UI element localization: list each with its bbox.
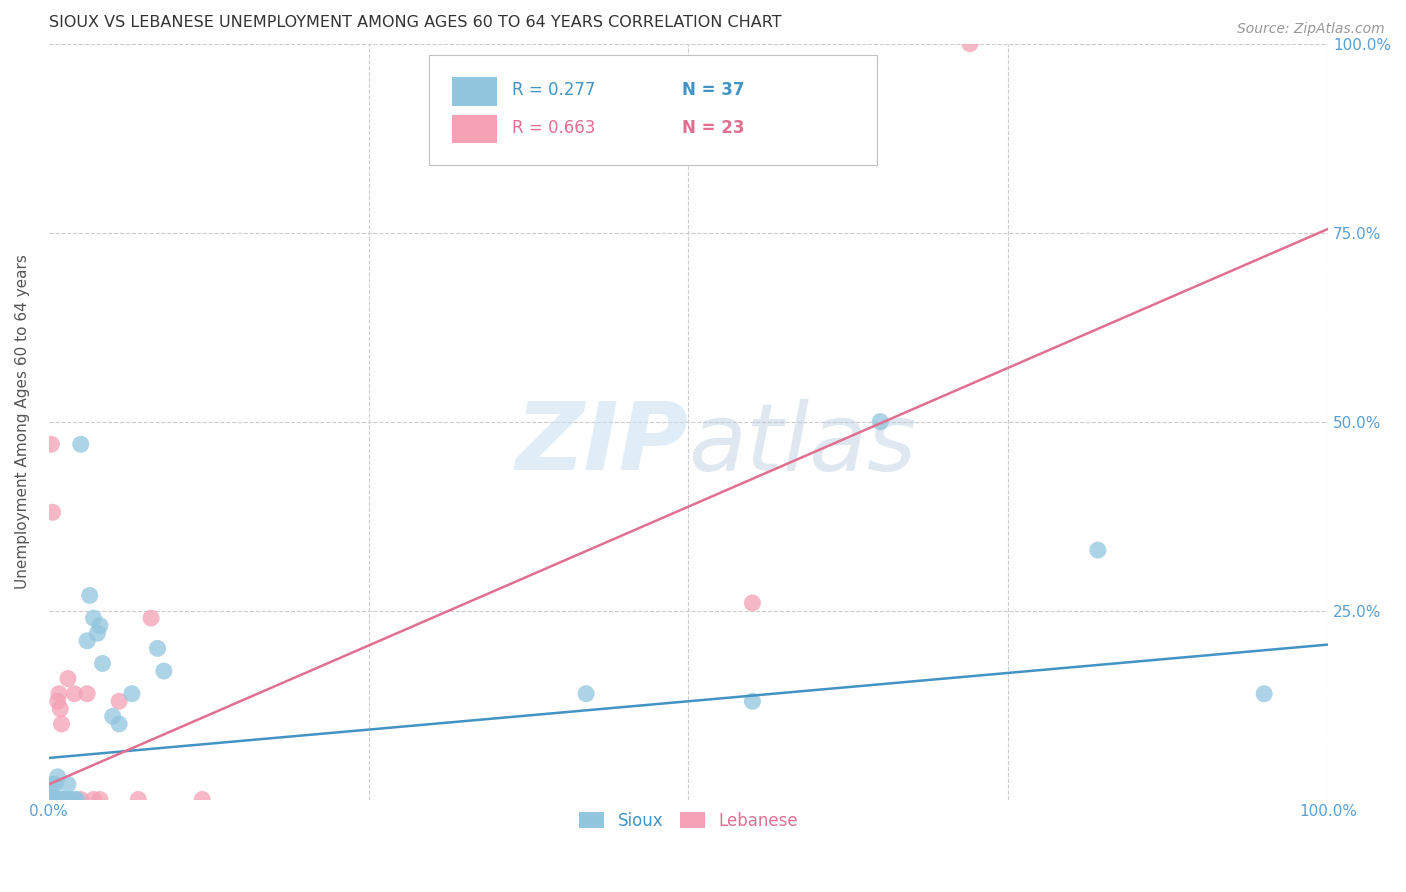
Point [46, 694, 69, 708]
Point [127, 792, 149, 806]
Point [42, 792, 65, 806]
Point [46, 770, 69, 784]
Text: N = 37: N = 37 [682, 81, 745, 99]
Point [741, 694, 763, 708]
Text: N = 23: N = 23 [682, 119, 745, 136]
Point [56, 777, 79, 791]
Point [575, 687, 598, 701]
Point [959, 37, 981, 51]
Point [59, 792, 82, 806]
Point [44, 792, 66, 806]
FancyBboxPatch shape [451, 115, 496, 144]
Point [51, 717, 73, 731]
Point [44, 792, 66, 806]
Point [741, 596, 763, 610]
Point [83, 792, 105, 806]
Point [121, 687, 143, 701]
Point [45, 792, 67, 806]
Point [91, 657, 114, 671]
Text: R = 0.663: R = 0.663 [512, 119, 595, 136]
Point [41, 792, 63, 806]
Legend: Sioux, Lebanese: Sioux, Lebanese [572, 805, 804, 837]
Point [66, 792, 89, 806]
Point [44, 777, 66, 791]
Text: ZIP: ZIP [516, 398, 689, 491]
Point [101, 709, 124, 723]
Point [76, 633, 98, 648]
Point [191, 792, 214, 806]
Point [39, 792, 62, 806]
Point [79, 589, 101, 603]
Text: SIOUX VS LEBANESE UNEMPLOYMENT AMONG AGES 60 TO 64 YEARS CORRELATION CHART: SIOUX VS LEBANESE UNEMPLOYMENT AMONG AGE… [49, 15, 782, 30]
Point [108, 694, 131, 708]
Point [89, 618, 111, 632]
Text: R = 0.277: R = 0.277 [512, 81, 595, 99]
Point [86, 626, 108, 640]
Point [53, 792, 76, 806]
Point [51, 792, 73, 806]
Point [48, 792, 70, 806]
Point [55, 792, 77, 806]
Point [49, 702, 72, 716]
Point [69, 792, 91, 806]
Point [146, 641, 169, 656]
Point [48, 687, 70, 701]
Point [153, 664, 176, 678]
FancyBboxPatch shape [451, 77, 496, 105]
Point [869, 415, 891, 429]
Point [45, 792, 67, 806]
Y-axis label: Unemployment Among Ages 60 to 64 years: Unemployment Among Ages 60 to 64 years [15, 254, 30, 589]
Point [139, 611, 162, 625]
Point [49, 792, 72, 806]
Point [63, 687, 86, 701]
Point [39, 437, 62, 451]
Point [39, 777, 62, 791]
Text: Source: ZipAtlas.com: Source: ZipAtlas.com [1237, 22, 1385, 37]
Point [108, 717, 131, 731]
Point [89, 792, 111, 806]
Point [56, 672, 79, 686]
Point [63, 792, 86, 806]
Point [45, 792, 67, 806]
Point [42, 792, 65, 806]
FancyBboxPatch shape [429, 55, 876, 165]
Point [69, 437, 91, 451]
Point [76, 687, 98, 701]
Point [41, 505, 63, 519]
Point [39, 792, 62, 806]
Point [52, 792, 75, 806]
Point [1087, 543, 1109, 558]
Point [53, 792, 76, 806]
Point [1253, 687, 1275, 701]
Point [83, 611, 105, 625]
Text: atlas: atlas [689, 399, 917, 490]
Point [41, 777, 63, 791]
